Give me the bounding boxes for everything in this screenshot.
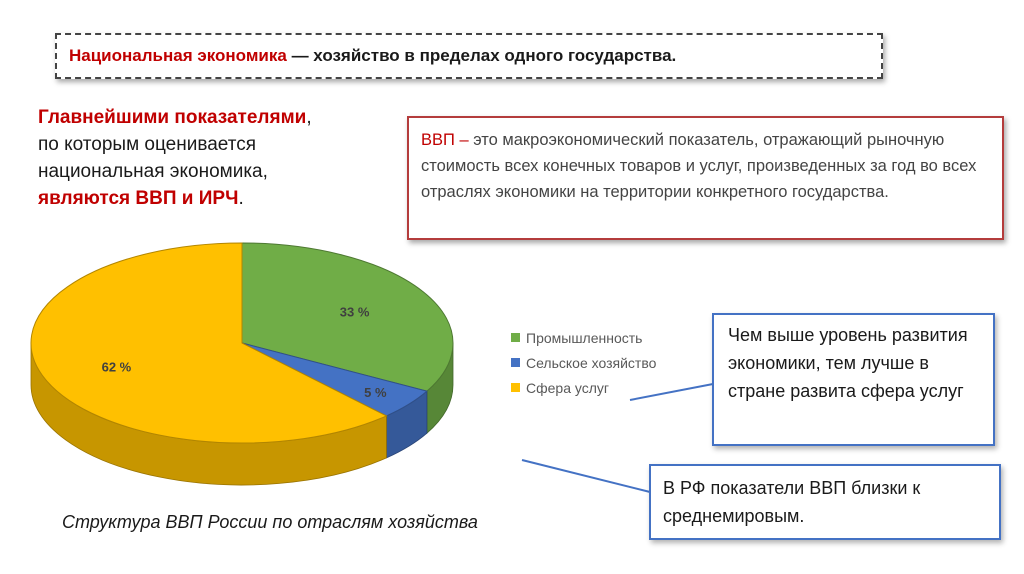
chart-legend: Промышленность Сельское хозяйство Сфера … [511,325,656,400]
indicators-line4-tail: . [238,188,244,209]
legend-item-industry: Промышленность [511,325,656,350]
legend-label-services: Сфера услуг [526,379,609,396]
indicators-line1-tail: , [306,107,312,128]
pie-slice-industry [241,242,454,392]
title-box: Национальная экономика — хозяйство в пре… [55,33,883,79]
chart-caption: Структура ВВП России по отраслям хозяйст… [62,512,478,532]
gdp-definition-box: ВВП – это макроэкономический показатель,… [407,116,1004,240]
pie-group: 33 % 5 % 62 % [30,242,454,486]
legend-swatch-services [511,383,520,392]
pie-label-agriculture: 5 % [364,385,387,400]
legend-swatch-agriculture [511,358,520,367]
callout-russia: В РФ показатели ВВП близки к среднемиров… [649,464,1001,540]
indicators-text: Главнейшими показателями, по которым оце… [38,104,378,212]
gdp-text: это макроэкономический показатель, отраж… [421,131,977,201]
legend-item-agriculture: Сельское хозяйство [511,350,656,375]
legend-item-services: Сфера услуг [511,375,656,400]
pie-label-services: 62 % [102,360,132,375]
legend-label-industry: Промышленность [526,329,643,346]
indicators-line2: по которым оценивается [38,134,256,155]
indicators-line1-red: Главнейшими показателями [38,107,307,128]
indicators-line3: национальная экономика, [38,161,268,182]
callout-services: Чем выше уровень развития экономики, тем… [712,313,995,446]
legend-swatch-industry [511,333,520,342]
pie-slice-services [30,242,388,444]
callout1-pointer [629,383,714,401]
callout2-pointer [521,459,651,493]
legend-label-agriculture: Сельское хозяйство [526,354,657,371]
pie-label-industry: 33 % [340,304,370,319]
indicators-line4-red: являются ВВП и ИРЧ [38,188,239,209]
title-highlight: Национальная экономика [69,46,287,65]
title-rest: — хозяйство в пределах одного государств… [286,46,677,65]
gdp-term: ВВП – [421,131,474,149]
